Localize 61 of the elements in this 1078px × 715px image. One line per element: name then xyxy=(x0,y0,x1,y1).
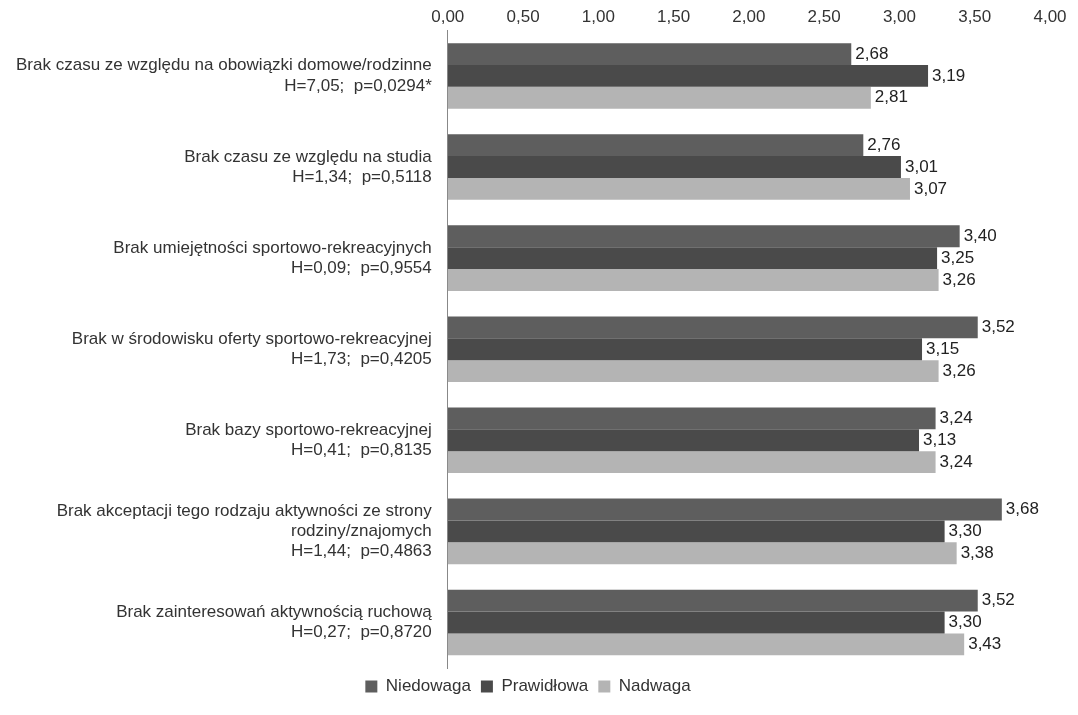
y-tick-label: Brak w środowisku oferty sportowo-rekreacyjnej H=1,73; p=0,4205 xyxy=(71,328,432,369)
bar xyxy=(447,65,929,87)
bar xyxy=(447,520,945,543)
bar xyxy=(447,86,871,109)
legend-label: Niedowaga xyxy=(385,676,472,696)
bar xyxy=(447,247,938,270)
y-tick-label: Brak zainteresowań aktywnością ruchową H=0,27; p=0,8720 xyxy=(116,601,433,642)
data-label: 3,52 xyxy=(981,590,1015,610)
data-label: 3,30 xyxy=(948,521,982,541)
bar xyxy=(447,338,923,361)
bar xyxy=(447,407,936,430)
y-tick-label: Brak bazy sportowo-rekreacyjnej H=0,41; p=0,8135 xyxy=(185,419,432,460)
y-tick-label: Brak czasu ze względu na studia H=1,34; p=0,5118 xyxy=(184,146,433,186)
data-label: 3,26 xyxy=(942,269,976,289)
data-label: 3,30 xyxy=(948,612,982,632)
x-tick-label: 1,50 xyxy=(657,6,691,26)
data-label: 2,81 xyxy=(874,87,908,107)
data-label: 3,24 xyxy=(939,408,973,428)
bar xyxy=(447,498,1002,521)
bar xyxy=(447,316,978,339)
data-label: 3,07 xyxy=(913,178,948,198)
data-label: 3,25 xyxy=(941,247,975,267)
bar xyxy=(447,360,939,382)
bar xyxy=(447,589,978,612)
bar xyxy=(447,429,920,452)
x-tick-label: 0,00 xyxy=(431,6,465,26)
bar xyxy=(447,611,945,634)
x-tick-label: 1,00 xyxy=(581,6,615,26)
data-label: 3,52 xyxy=(981,317,1015,337)
bar xyxy=(447,269,939,291)
data-label: 3,01 xyxy=(904,156,939,176)
data-label: 3,43 xyxy=(968,634,1002,654)
data-label: 3,19 xyxy=(932,65,966,85)
data-label: 3,68 xyxy=(1005,499,1039,519)
x-tick-label: 2,50 xyxy=(807,6,841,26)
data-label: 3,13 xyxy=(923,429,957,449)
y-tick-label: Brak umiejętności sportowo-rekreacyjnych H=0,09; p=0,9554 xyxy=(113,237,432,277)
bar xyxy=(447,542,957,565)
legend-label: Nadwaga xyxy=(618,676,692,696)
bar xyxy=(447,134,864,157)
data-label: 3,40 xyxy=(963,225,997,245)
data-label: 3,38 xyxy=(960,542,994,562)
y-tick-label: Brak akceptacji tego rodzaju aktywności ze strony rodziny/znajomych H=1,44; p=0,4863 xyxy=(56,500,433,561)
x-tick-label: 0,50 xyxy=(506,6,540,26)
y-tick-label: Brak czasu ze względu na obowiązki domowe/rodzinne H=7,05; p=0,0294* xyxy=(16,55,433,95)
bar xyxy=(447,225,960,248)
data-label: 3,26 xyxy=(942,360,976,380)
x-tick-label: 4,00 xyxy=(1033,6,1067,26)
legend-label: Prawidłowa xyxy=(501,676,589,696)
data-label: 3,24 xyxy=(939,451,973,471)
x-tick-label: 3,50 xyxy=(958,6,992,26)
data-label: 2,76 xyxy=(867,134,901,154)
x-tick-label: 2,00 xyxy=(732,6,766,26)
bar xyxy=(447,177,910,200)
bar xyxy=(447,633,965,656)
bar xyxy=(447,451,936,474)
bar xyxy=(447,156,901,178)
data-label: 2,68 xyxy=(855,43,889,63)
x-tick-label: 3,00 xyxy=(882,6,916,26)
data-label: 3,15 xyxy=(926,338,960,358)
bar xyxy=(447,43,852,66)
